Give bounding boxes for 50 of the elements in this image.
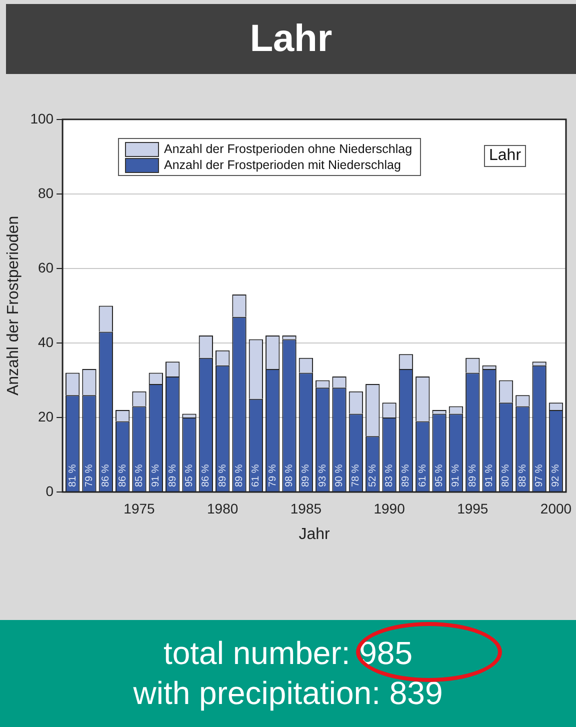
- annotation: 78 %: [350, 464, 362, 487]
- annotation: 89 %: [167, 464, 178, 487]
- annotation: 81 %: [67, 464, 78, 487]
- text: with precipitation: 839: [132, 674, 444, 713]
- annotation: 89 %: [234, 464, 246, 487]
- x-tick-label: 1980: [207, 500, 238, 516]
- legend-label: Anzahl der Frostperioden ohne Niederschlag: [164, 141, 412, 157]
- annotation: 91 %: [150, 464, 162, 487]
- y-tick-label: 80: [38, 184, 54, 201]
- annotation: 89 %: [400, 464, 412, 487]
- annotation: 89 %: [467, 464, 478, 487]
- annotation: 80 %: [500, 464, 512, 487]
- annotation: 86 %: [200, 464, 212, 487]
- annotation: 61 %: [417, 464, 428, 487]
- annotation: 90 %: [334, 464, 346, 487]
- annotation: 79 %: [267, 464, 278, 487]
- annotation: 88 %: [517, 464, 528, 487]
- annotation: 91 %: [484, 464, 496, 487]
- x-tick-label: 1995: [457, 500, 488, 516]
- annotation: Lahr: [484, 145, 526, 167]
- annotation: 89 %: [217, 464, 228, 487]
- x-axis-title: Jahr: [298, 526, 331, 543]
- annotation: 79 %: [84, 464, 95, 487]
- legend-label: Anzahl der Frostperioden mit Niederschlag: [164, 157, 401, 173]
- chart-title: Lahr: [6, 4, 576, 74]
- text: total number: 985: [162, 634, 414, 673]
- y-axis-title: Anzahl der Frostperioden: [5, 216, 22, 396]
- annotation: 89 %: [300, 464, 312, 487]
- annotation: 95 %: [434, 464, 446, 487]
- annotation: 97 %: [534, 464, 546, 487]
- annotation: 92 %: [550, 464, 562, 487]
- y-tick-label: 100: [30, 110, 54, 126]
- x-tick-label: 1990: [374, 500, 406, 516]
- annotation: 91 %: [450, 464, 462, 487]
- y-tick-label: 20: [38, 408, 54, 424]
- annotation: 95 %: [184, 464, 195, 487]
- y-tick-label: 40: [38, 334, 54, 350]
- annotation: 93 %: [317, 464, 328, 487]
- x-tick-label: 1985: [290, 500, 322, 516]
- annotation: 86 %: [117, 464, 128, 487]
- x-tick-label: 2000: [540, 500, 572, 516]
- annotation: 98 %: [284, 464, 296, 487]
- annotation: 85 %: [134, 464, 145, 487]
- y-tick-label: 0: [46, 482, 54, 499]
- annotation: 52 %: [367, 464, 378, 487]
- y-tick-label: 60: [38, 259, 54, 276]
- annotation: 61 %: [250, 464, 262, 487]
- annotation: 83 %: [384, 464, 396, 487]
- x-tick-label: 1975: [124, 500, 156, 516]
- annotation: 86 %: [100, 464, 112, 487]
